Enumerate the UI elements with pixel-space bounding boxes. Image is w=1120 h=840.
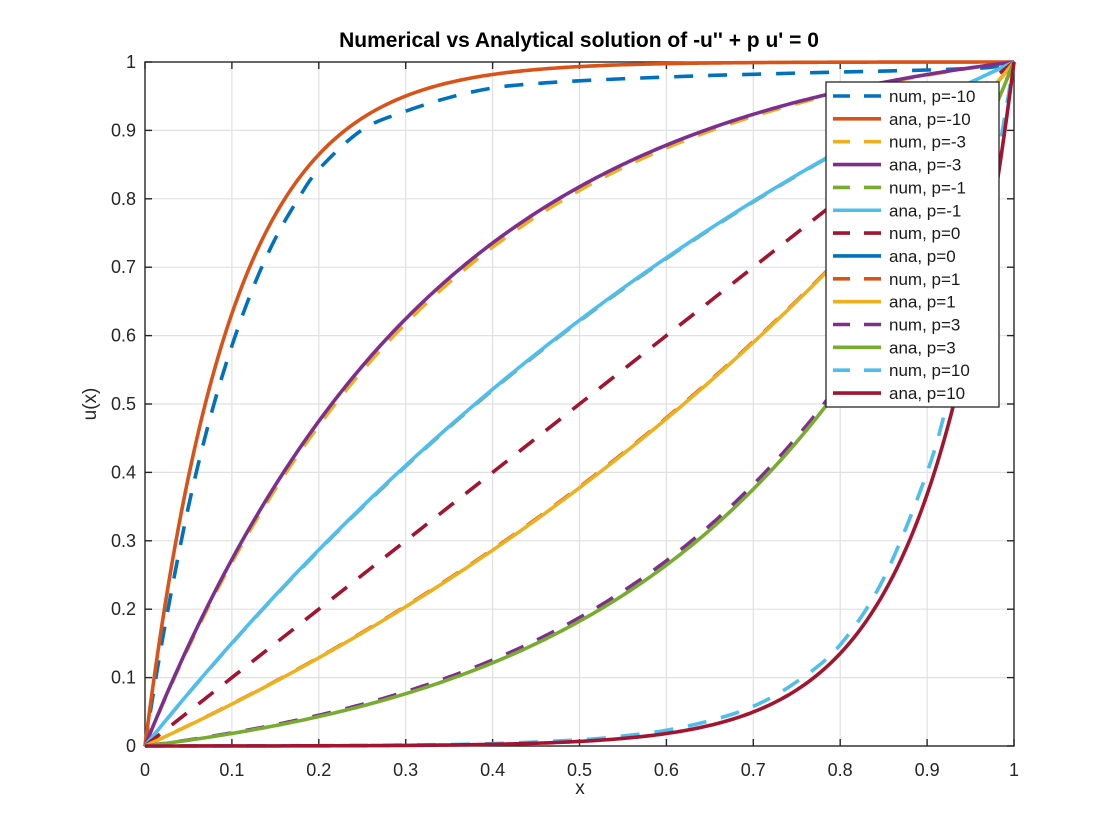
y-tick-label-0.1: 0.1 xyxy=(111,668,136,688)
chart-title: Numerical vs Analytical solution of -u''… xyxy=(339,29,819,52)
legend-entry-ana-p-10: ana, p=10 xyxy=(833,384,965,403)
x-tick-label-0.2: 0.2 xyxy=(306,760,331,780)
y-tick-label-0.9: 0.9 xyxy=(111,120,136,140)
legend-entry-num-p-1: num, p=1 xyxy=(833,270,960,289)
legend-label: ana, p=10 xyxy=(889,384,965,403)
legend-label: ana, p=-3 xyxy=(889,156,961,175)
y-tick-label-0.8: 0.8 xyxy=(111,189,136,209)
y-tick-labels: 0 0.1 0.2 0.3 0.4 0.5 0.6 0.7 0.8 0.9 1 xyxy=(111,52,136,756)
y-tick-label-0.3: 0.3 xyxy=(111,531,136,551)
curve-ana-p-10 xyxy=(145,61,1016,748)
legend-entry-ana-p-10: ana, p=-10 xyxy=(833,110,971,129)
legend-label: ana, p=3 xyxy=(889,338,956,357)
x-axis-label: x xyxy=(575,778,585,799)
legend-entry-num-p-3: num, p=-3 xyxy=(833,133,966,152)
x-tick-labels: 0 0.1 0.2 0.3 0.4 0.5 0.6 0.7 0.8 0.9 1 xyxy=(140,760,1019,780)
x-tick-label-0.6: 0.6 xyxy=(654,760,679,780)
legend-label: ana, p=-1 xyxy=(889,201,961,220)
legend-label: ana, p=0 xyxy=(889,247,956,266)
y-tick-label-0.4: 0.4 xyxy=(111,462,136,482)
x-tick-label-0.4: 0.4 xyxy=(480,760,505,780)
x-tick-label-0.3: 0.3 xyxy=(393,760,418,780)
legend-entry-num-p-0: num, p=0 xyxy=(833,224,960,243)
legend-label: ana, p=1 xyxy=(889,293,956,312)
y-tick-label-0.7: 0.7 xyxy=(111,257,136,277)
legend-entry-ana-p-1: ana, p=1 xyxy=(833,293,956,312)
legend-label: num, p=-1 xyxy=(889,178,966,197)
curve-num-p-10 xyxy=(143,60,1015,747)
legend-label: num, p=0 xyxy=(889,224,960,243)
legend-label: num, p=3 xyxy=(889,316,960,335)
legend-box xyxy=(825,81,1000,408)
legend-entry-ana-p-3: ana, p=-3 xyxy=(833,156,961,175)
y-tick-label-0.2: 0.2 xyxy=(111,599,136,619)
y-tick-label-0.6: 0.6 xyxy=(111,326,136,346)
legend: num, p=-10 ana, p=-10 num, p=-3 ana, p=-3 nu… xyxy=(825,81,1000,408)
y-tick-label-0.5: 0.5 xyxy=(111,394,136,414)
y-tick-label-0: 0 xyxy=(126,736,136,756)
legend-entry-num-p-1: num, p=-1 xyxy=(833,178,966,197)
x-tick-label-0.9: 0.9 xyxy=(915,760,940,780)
x-tick-label-0.8: 0.8 xyxy=(828,760,853,780)
legend-label: num, p=10 xyxy=(889,361,970,380)
curve-ana-p-10 xyxy=(143,60,1014,747)
x-tick-label-0.7: 0.7 xyxy=(741,760,766,780)
legend-label: num, p=-10 xyxy=(889,87,975,106)
legend-entry-ana-p-0: ana, p=0 xyxy=(833,247,956,266)
tick-marks xyxy=(144,61,1015,747)
x-tick-label-0.1: 0.1 xyxy=(219,760,244,780)
x-tick-label-1: 1 xyxy=(1009,760,1019,780)
legend-entry-ana-p-3: ana, p=3 xyxy=(833,338,956,357)
legend-label: num, p=-3 xyxy=(889,133,966,152)
legend-entry-ana-p-1: ana, p=-1 xyxy=(833,201,961,220)
x-tick-label-0.5: 0.5 xyxy=(567,760,592,780)
legend-label: ana, p=-10 xyxy=(889,110,971,129)
legend-label: num, p=1 xyxy=(889,270,960,289)
legend-entry-num-p-10: num, p=-10 xyxy=(833,87,975,106)
y-tick-label-1: 1 xyxy=(126,52,136,72)
legend-entry-num-p-3: num, p=3 xyxy=(833,316,960,335)
legend-entry-num-p-10: num, p=10 xyxy=(833,361,970,380)
y-axis-label: u(x) xyxy=(80,387,101,421)
x-tick-label-0: 0 xyxy=(140,760,150,780)
